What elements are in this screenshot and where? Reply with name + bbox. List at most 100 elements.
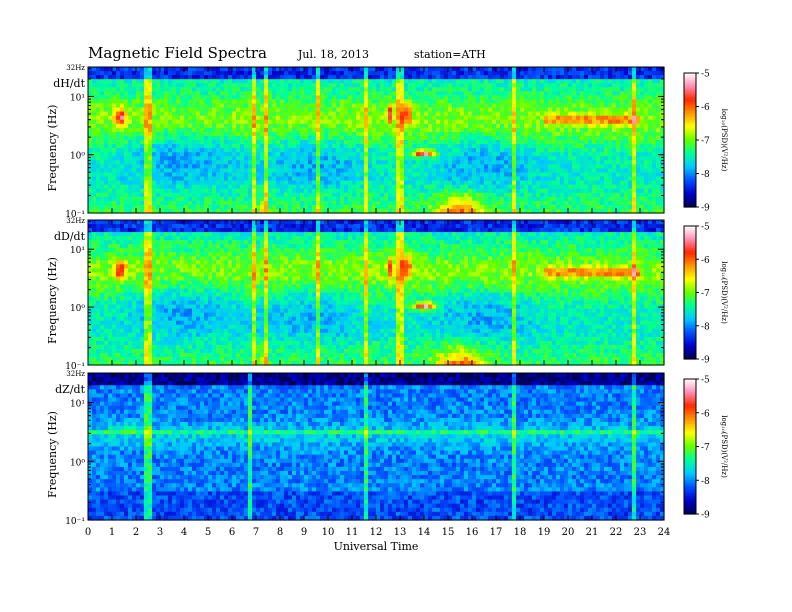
heatmap-cell [452, 156, 457, 161]
heatmap-cell [552, 184, 557, 190]
heatmap-cell [512, 103, 517, 109]
heatmap-cell [200, 83, 205, 88]
heatmap-cell [428, 71, 433, 76]
heatmap-cell [564, 164, 569, 169]
heatmap-cell [452, 131, 457, 137]
heatmap-cell [520, 156, 525, 161]
heatmap-cell [148, 75, 153, 80]
heatmap-cell [532, 140, 537, 145]
heatmap-cell [404, 192, 409, 198]
heatmap-cell [572, 131, 577, 137]
heatmap-cell [636, 152, 641, 157]
heatmap-cell [312, 83, 317, 88]
heatmap-cell [296, 71, 301, 76]
heatmap-cell [508, 91, 513, 96]
heatmap-cell [384, 164, 389, 169]
heatmap-cell [172, 148, 177, 153]
heatmap-cell [176, 79, 181, 84]
heatmap-cell [484, 188, 489, 194]
heatmap-cell [316, 119, 321, 125]
heatmap-cell [500, 152, 505, 157]
heatmap-cell [320, 103, 325, 109]
heatmap-cell [88, 156, 93, 161]
heatmap-cell [212, 204, 217, 210]
heatmap-cell [468, 140, 473, 145]
heatmap-cell [268, 144, 273, 149]
heatmap-cell [508, 123, 513, 129]
heatmap-cell [144, 168, 149, 174]
heatmap-cell [576, 107, 581, 113]
heatmap-cell [540, 164, 545, 169]
heatmap-cell [472, 103, 477, 109]
heatmap-cell [508, 176, 513, 182]
heatmap-cell [112, 192, 117, 198]
heatmap-cell [436, 160, 441, 165]
heatmap-cell [136, 67, 141, 72]
heatmap-cell [164, 152, 169, 157]
heatmap-cell [236, 83, 241, 88]
heatmap-cell [640, 131, 645, 137]
heatmap-cell [268, 208, 273, 214]
heatmap-cell [112, 75, 117, 80]
heatmap-cell [372, 164, 377, 169]
heatmap-cell [88, 168, 93, 174]
heatmap-cell [140, 75, 145, 80]
heatmap-cell [160, 107, 165, 113]
heatmap-cell [100, 160, 105, 165]
heatmap-cell [424, 99, 429, 105]
heatmap-cell [212, 135, 217, 141]
heatmap-cell [152, 184, 157, 190]
heatmap-cell [596, 168, 601, 174]
heatmap-cell [316, 127, 321, 133]
heatmap-cell [356, 192, 361, 198]
heatmap-cell [628, 83, 633, 88]
heatmap-cell [332, 160, 337, 165]
heatmap-cell [184, 176, 189, 182]
heatmap-cell [108, 87, 113, 92]
heatmap-cell [412, 127, 417, 133]
heatmap-cell [224, 103, 229, 109]
heatmap-cell [240, 131, 245, 137]
heatmap-cell [636, 196, 641, 202]
heatmap-cell [492, 111, 497, 117]
heatmap-cell [536, 208, 541, 214]
heatmap-cell [92, 99, 97, 105]
heatmap-cell [336, 148, 341, 153]
heatmap-cell [264, 184, 269, 190]
heatmap-cell [404, 144, 409, 149]
heatmap-cell [628, 208, 633, 214]
heatmap-cell [200, 208, 205, 214]
heatmap-cell [460, 184, 465, 190]
heatmap-cell [336, 103, 341, 109]
heatmap-cell [320, 152, 325, 157]
heatmap-cell [560, 131, 565, 137]
heatmap-cell [92, 184, 97, 190]
heatmap-cell [224, 99, 229, 105]
heatmap-cell [392, 67, 397, 72]
heatmap-cell [196, 123, 201, 129]
heatmap-cell [504, 111, 509, 117]
heatmap-cell [592, 87, 597, 92]
heatmap-cell [632, 152, 637, 157]
heatmap-cell [108, 91, 113, 96]
heatmap-cell [148, 103, 153, 109]
heatmap-cell [580, 184, 585, 190]
heatmap-cell [364, 200, 369, 206]
heatmap-cell [224, 196, 229, 202]
heatmap-cell [548, 192, 553, 198]
heatmap-cell [200, 99, 205, 105]
heatmap-cell [384, 75, 389, 80]
heatmap-cell [416, 67, 421, 72]
heatmap-cell [284, 135, 289, 141]
heatmap-cell [196, 67, 201, 72]
heatmap-cell [596, 172, 601, 178]
heatmap-cell [308, 127, 313, 133]
heatmap-cell [380, 87, 385, 92]
heatmap-cell [508, 107, 513, 113]
heatmap-cell [316, 99, 321, 105]
heatmap-cell [504, 156, 509, 161]
heatmap-cell [604, 87, 609, 92]
heatmap-cell [516, 184, 521, 190]
heatmap-cell [152, 140, 157, 145]
heatmap-cell [448, 192, 453, 198]
